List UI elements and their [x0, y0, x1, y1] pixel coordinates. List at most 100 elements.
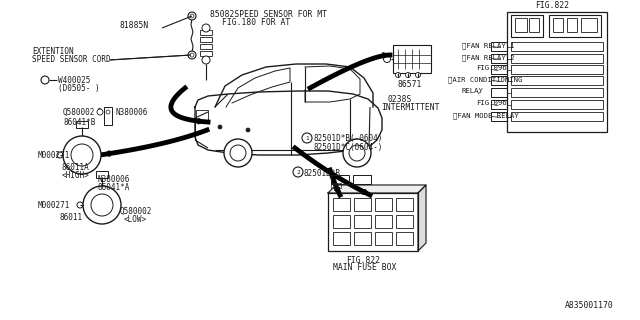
- Text: N380006: N380006: [115, 108, 147, 117]
- Text: ①FAN RELAY 2: ①FAN RELAY 2: [462, 54, 515, 60]
- Bar: [333, 215, 350, 228]
- Bar: [491, 100, 507, 109]
- Circle shape: [349, 145, 365, 161]
- Bar: [76, 121, 88, 128]
- Text: 0238S: 0238S: [388, 95, 412, 104]
- Circle shape: [83, 186, 121, 224]
- Bar: [200, 30, 212, 35]
- Bar: [393, 45, 431, 73]
- Bar: [196, 110, 208, 122]
- Bar: [354, 215, 371, 228]
- Circle shape: [97, 109, 103, 115]
- Text: (D0505- ): (D0505- ): [58, 84, 100, 93]
- Text: RELAY: RELAY: [462, 88, 484, 94]
- Bar: [507, 12, 607, 132]
- Bar: [491, 76, 507, 85]
- Text: 86011: 86011: [60, 213, 83, 222]
- Circle shape: [246, 128, 250, 132]
- Text: Q580002: Q580002: [120, 207, 152, 216]
- Text: 86041*B: 86041*B: [63, 118, 95, 127]
- Bar: [375, 215, 392, 228]
- Polygon shape: [418, 185, 426, 251]
- Bar: [396, 215, 413, 228]
- Circle shape: [406, 73, 410, 77]
- Text: <HIGH>: <HIGH>: [62, 171, 90, 180]
- Bar: [511, 65, 603, 74]
- Bar: [491, 65, 507, 74]
- Bar: [104, 107, 112, 125]
- Text: 82501D*B: 82501D*B: [304, 169, 341, 178]
- Text: 1: 1: [305, 135, 309, 140]
- Bar: [200, 37, 212, 42]
- Text: 86571: 86571: [398, 80, 422, 89]
- Circle shape: [190, 53, 194, 57]
- Bar: [333, 232, 350, 245]
- Bar: [331, 175, 349, 184]
- Text: 86011A: 86011A: [62, 163, 90, 172]
- Bar: [511, 88, 603, 97]
- Circle shape: [343, 139, 371, 167]
- Bar: [354, 198, 371, 211]
- Circle shape: [293, 167, 303, 177]
- Circle shape: [383, 55, 390, 62]
- Text: EXTENTION: EXTENTION: [32, 47, 74, 56]
- Text: ②FAN MODE RELAY: ②FAN MODE RELAY: [453, 112, 518, 119]
- Circle shape: [218, 125, 222, 129]
- Bar: [511, 15, 543, 37]
- Circle shape: [202, 56, 210, 64]
- Circle shape: [188, 12, 196, 20]
- Circle shape: [63, 136, 101, 174]
- Bar: [511, 100, 603, 109]
- Bar: [491, 54, 507, 63]
- Circle shape: [202, 24, 210, 32]
- Bar: [396, 232, 413, 245]
- Bar: [511, 112, 603, 121]
- Circle shape: [302, 133, 312, 143]
- Circle shape: [71, 144, 93, 166]
- Circle shape: [41, 76, 49, 84]
- Bar: [529, 18, 539, 32]
- Text: INTERMITTENT: INTERMITTENT: [381, 103, 440, 112]
- Bar: [511, 76, 603, 85]
- Bar: [375, 198, 392, 211]
- Circle shape: [396, 73, 401, 77]
- Bar: [581, 18, 597, 32]
- Bar: [328, 193, 418, 251]
- Bar: [200, 51, 212, 56]
- Bar: [511, 42, 603, 51]
- Text: MAIN FUSE BOX: MAIN FUSE BOX: [333, 263, 396, 272]
- Bar: [354, 232, 371, 245]
- Bar: [553, 18, 563, 32]
- Text: 82501D*B(-0604): 82501D*B(-0604): [313, 134, 382, 143]
- Circle shape: [415, 73, 420, 77]
- Text: 85082SPEED SENSOR FOR MT: 85082SPEED SENSOR FOR MT: [210, 10, 327, 19]
- Text: Q580002: Q580002: [63, 108, 95, 117]
- Text: ①AIR CONDITIONING: ①AIR CONDITIONING: [448, 76, 522, 83]
- Bar: [511, 54, 603, 63]
- Text: FIG.096: FIG.096: [476, 65, 507, 71]
- Bar: [200, 44, 212, 49]
- Text: A835001170: A835001170: [565, 301, 614, 310]
- Bar: [375, 232, 392, 245]
- Circle shape: [224, 139, 252, 167]
- Bar: [549, 15, 601, 37]
- Bar: [491, 88, 507, 97]
- Text: 2: 2: [296, 170, 300, 174]
- Text: <LOW>: <LOW>: [124, 215, 147, 224]
- Circle shape: [91, 194, 113, 216]
- Bar: [96, 171, 108, 178]
- Circle shape: [188, 51, 196, 59]
- Bar: [331, 183, 341, 188]
- Text: FIG.822: FIG.822: [346, 256, 380, 265]
- Bar: [333, 198, 350, 211]
- Text: 82501D*C(0604-): 82501D*C(0604-): [313, 143, 382, 152]
- Circle shape: [230, 145, 246, 161]
- Text: SPEED SENSOR CORD: SPEED SENSOR CORD: [32, 55, 111, 64]
- Circle shape: [190, 14, 194, 18]
- Text: M000271: M000271: [38, 201, 70, 210]
- Text: FIG.180 FOR AT: FIG.180 FOR AT: [222, 18, 291, 27]
- Bar: [515, 18, 527, 32]
- Bar: [396, 198, 413, 211]
- Text: 86041*A: 86041*A: [98, 183, 131, 192]
- Text: ①FAN RELAY 1: ①FAN RELAY 1: [462, 42, 515, 49]
